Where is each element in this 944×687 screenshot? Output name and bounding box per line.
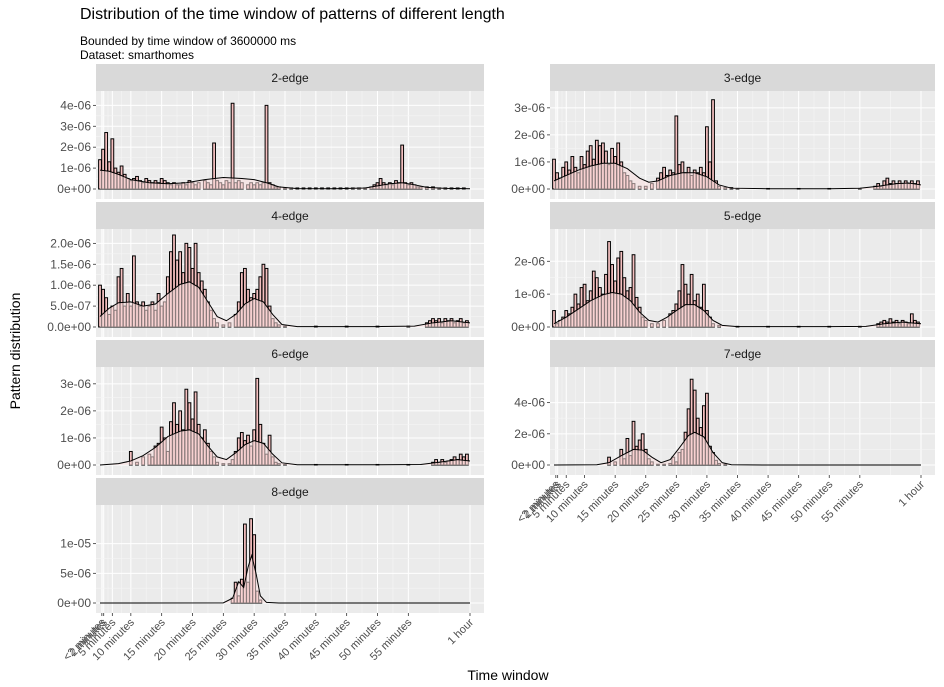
panel-background (96, 505, 484, 613)
facet-6-edge: 6-edge 0e+00 1e-06 2e-06 3e-06 (57, 340, 484, 475)
y-tick-label: 3e-06 (514, 101, 545, 115)
facet-strip-label: 3-edge (724, 71, 762, 85)
density-area (100, 170, 470, 189)
histogram-bar (264, 104, 269, 190)
facet-strip (550, 202, 935, 229)
density-line (99, 553, 470, 604)
facet-strip (550, 64, 935, 91)
density-area (554, 163, 921, 189)
y-tick-label: 1e-05 (60, 537, 91, 551)
y-tick-label: 3e-06 (60, 377, 91, 391)
y-tick-label: 2e-06 (60, 140, 91, 154)
facet-strip (96, 478, 484, 505)
y-tick-label: 0e+00 (57, 596, 91, 610)
density-line (99, 429, 471, 466)
chart-subtitle-line-1: Bounded by time window of 3600000 ms (80, 34, 297, 48)
y-tick-label: 4e-06 (514, 396, 545, 410)
density-line (99, 281, 471, 328)
y-tick-label: 2.0e-06 (50, 236, 91, 250)
histogram-bar (711, 99, 715, 190)
y-tick-label: 1e-06 (60, 431, 91, 445)
chart-title: Distribution of the time window of patte… (80, 6, 505, 23)
facet-strip-label: 7-edge (724, 347, 762, 361)
y-tick-label: 0e+00 (511, 458, 545, 472)
facet-strip-label: 2-edge (271, 71, 309, 85)
y-tick-label: 0.0e+00 (47, 320, 91, 334)
panel-background (550, 367, 935, 475)
y-tick-label: 4e-06 (60, 98, 91, 112)
facet-strip (96, 340, 484, 367)
y-tick-label: 0e+00 (511, 320, 545, 334)
y-tick-label: 0e+00 (511, 182, 545, 196)
y-tick-label: 0e+00 (57, 458, 91, 472)
facet-strip (96, 202, 484, 229)
density-line (553, 162, 922, 190)
y-axis-label: Pattern distribution (7, 293, 23, 410)
y-tick-label: 2e-06 (514, 254, 545, 268)
density-line (99, 169, 471, 190)
facet-strip (96, 64, 484, 91)
facet-strip-label: 5-edge (724, 209, 762, 223)
facet-4-edge: 4-edge 0.0e+00 5.0e-07 1.0e-06 1.5e-06 2.0e-0… (47, 202, 484, 337)
y-tick-label: 2e-06 (514, 128, 545, 142)
facet-5-edge: 5-edge 0e+00 1e-06 2e-06 (511, 202, 935, 337)
x-axis-label: Time window (467, 667, 549, 683)
facet-strip (550, 340, 935, 367)
density-line (553, 431, 921, 466)
y-tick-label: 5.0e-07 (50, 299, 91, 313)
density-line (553, 291, 922, 328)
y-tick-label: 1e-06 (514, 155, 545, 169)
facet-strip-label: 6-edge (271, 347, 309, 361)
histogram-bar (230, 102, 235, 190)
facet-strip-label: 4-edge (271, 209, 309, 223)
y-tick-label: 0e+00 (57, 182, 91, 196)
x-tick-label: 1 hour (446, 616, 477, 647)
facet-3-edge: 3-edge 0e+00 1e-06 2e-06 3e-06 (511, 64, 935, 199)
density-area (100, 281, 470, 327)
x-tick-label: 1 hour (897, 478, 928, 509)
y-tick-label: 2e-06 (514, 427, 545, 441)
chart-subtitle-line-2: Dataset: smarthomes (80, 48, 195, 62)
facet-strip-label: 8-edge (271, 485, 309, 499)
density-area (554, 432, 921, 465)
facet-2-edge: 2-edge 0e+00 1e-06 2e-06 3e-06 4e-06 (57, 64, 484, 199)
y-tick-label: 5e-06 (60, 566, 91, 580)
y-tick-label: 2e-06 (60, 404, 91, 418)
y-tick-label: 1.0e-06 (50, 278, 91, 292)
density-area (554, 292, 921, 327)
y-tick-label: 1e-06 (60, 161, 91, 175)
density-area (100, 429, 470, 465)
y-tick-label: 3e-06 (60, 119, 91, 133)
y-tick-label: 1.5e-06 (50, 257, 91, 271)
y-tick-label: 1e-06 (514, 287, 545, 301)
